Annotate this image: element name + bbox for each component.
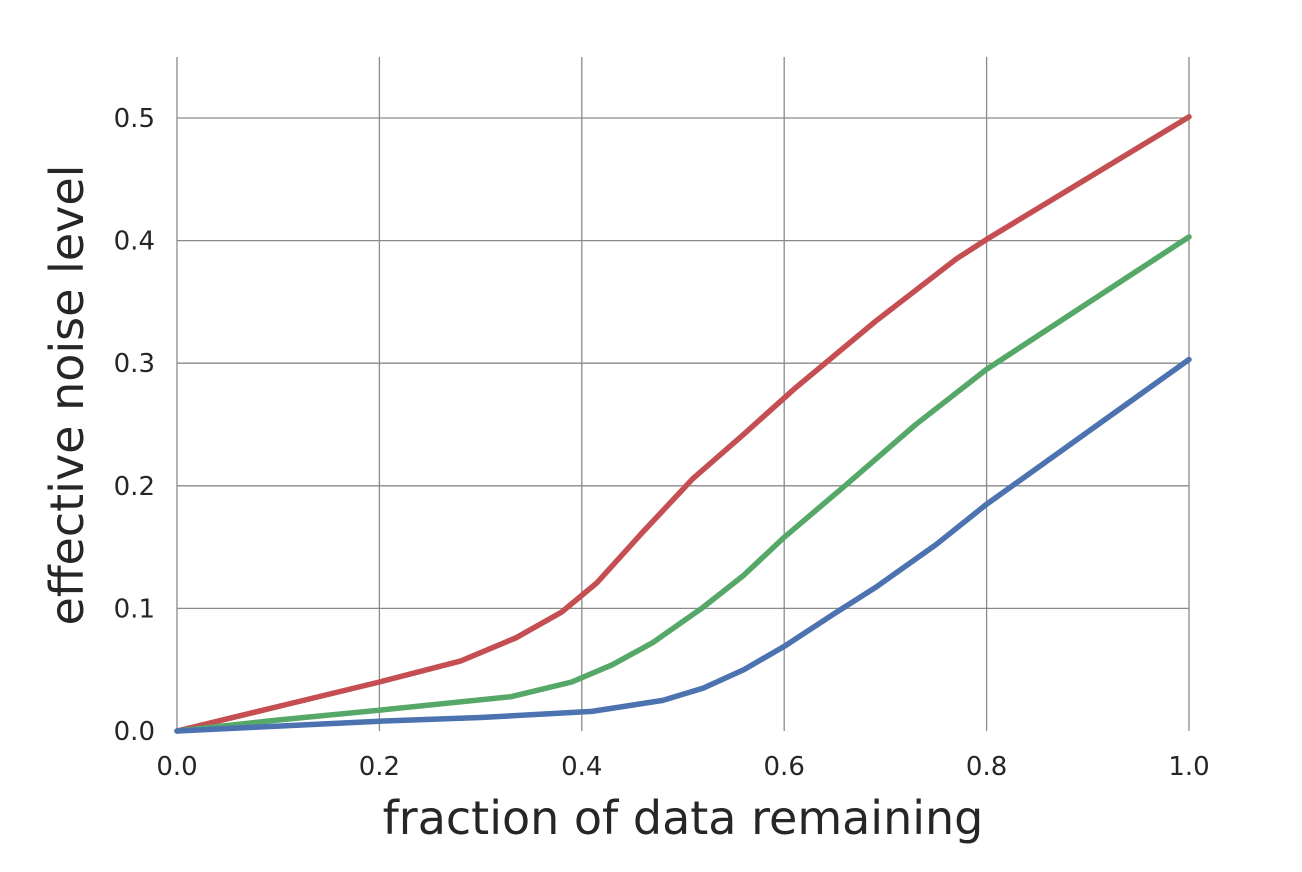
x-tick-label: 0.2: [359, 752, 400, 782]
y-axis-label: effective noise level: [40, 165, 94, 626]
x-tick-label: 0.6: [764, 752, 805, 782]
y-tick-label: 0.5: [114, 104, 155, 134]
series-line-2: [174, 234, 1192, 734]
plot-area: [174, 114, 1192, 734]
y-tick-label: 0.3: [114, 349, 155, 379]
y-tick-label: 0.0: [114, 717, 155, 747]
x-tick-label: 0.0: [156, 752, 197, 782]
x-axis-label: fraction of data remaining: [383, 791, 984, 845]
x-tick-label: 0.4: [561, 752, 602, 782]
series-line-1: [174, 114, 1192, 734]
grid: [176, 57, 1190, 731]
tick-labels: 0.0 0.2 0.4 0.6 0.8 1.0 0.0 0.1 0.2 0.3 0.4 0.5: [114, 104, 1210, 782]
x-tick-label: 0.8: [966, 752, 1007, 782]
y-tick-label: 0.4: [114, 227, 155, 257]
y-tick-label: 0.2: [114, 472, 155, 502]
x-tick-label: 1.0: [1168, 752, 1209, 782]
series-line-3: [174, 356, 1192, 734]
y-tick-label: 0.1: [114, 594, 155, 624]
